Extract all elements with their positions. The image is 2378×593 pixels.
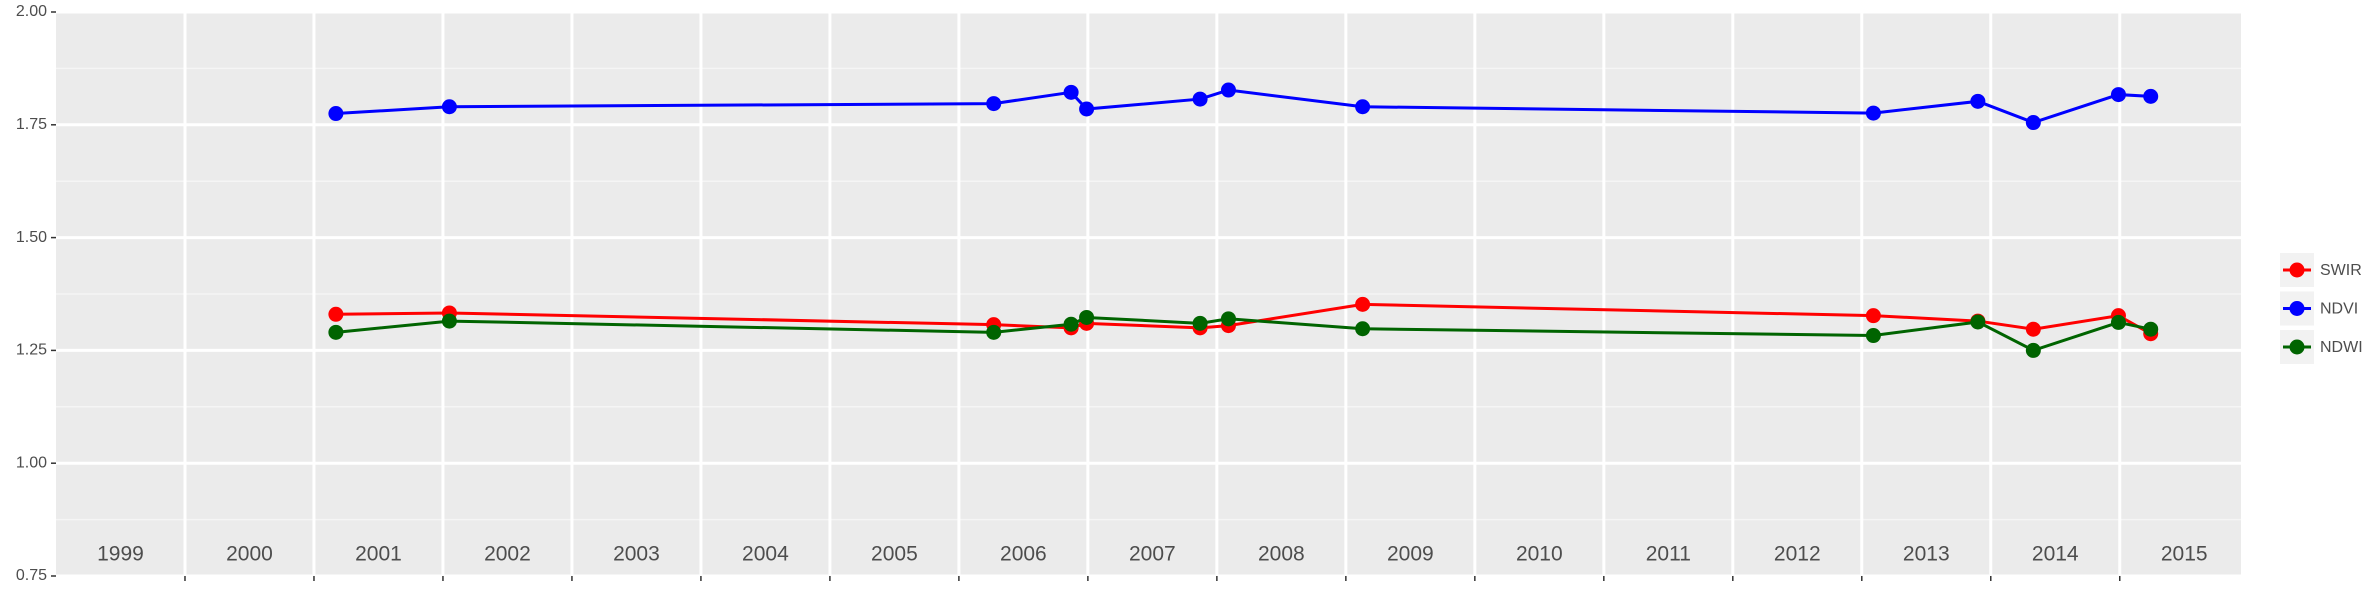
y-tick-label: 1.75 [16, 116, 47, 133]
data-point [986, 324, 1002, 340]
year-label: 2011 [1646, 543, 1691, 566]
legend-label: SWIR [2320, 262, 2362, 279]
legend-label: NDWI [2320, 339, 2363, 356]
data-point [1220, 311, 1236, 327]
data-point [1865, 308, 1881, 324]
data-point [1355, 296, 1371, 312]
legend-dot [2289, 301, 2305, 316]
legend-dot [2289, 339, 2305, 355]
data-point [1079, 101, 1095, 117]
y-tick-label: 1.50 [16, 229, 47, 246]
data-point [1970, 93, 1986, 109]
data-point [2025, 321, 2041, 337]
year-label: 2014 [2032, 543, 2079, 566]
year-label: 2010 [1516, 543, 1563, 566]
year-label: 2006 [1000, 543, 1047, 566]
data-point [1865, 328, 1881, 344]
data-point [1192, 91, 1208, 107]
year-label: 2003 [613, 543, 660, 566]
y-tick-label: 1.25 [16, 342, 47, 359]
year-label: 2002 [484, 543, 531, 566]
data-point [1063, 316, 1079, 332]
year-label: 2013 [1903, 543, 1950, 566]
legend-dot [2289, 262, 2305, 278]
year-label: 2008 [1258, 543, 1305, 566]
year-label: 1999 [97, 543, 144, 566]
data-point [441, 99, 457, 115]
y-tick-label: 2.00 [16, 3, 47, 20]
year-label: 2005 [871, 543, 918, 566]
data-point [1192, 315, 1208, 331]
data-point [2143, 321, 2159, 337]
data-point [2110, 314, 2126, 330]
y-tick-label: 0.75 [16, 567, 47, 584]
data-point [1063, 84, 1079, 100]
year-label: 2012 [1774, 543, 1821, 566]
data-point [1355, 99, 1371, 115]
data-point [2143, 88, 2159, 104]
year-label: 2004 [742, 543, 789, 566]
data-point [2110, 87, 2126, 103]
data-point [328, 324, 344, 340]
data-point [986, 96, 1002, 112]
data-point [2025, 342, 2041, 358]
data-point [441, 313, 457, 329]
data-point [1970, 314, 1986, 330]
y-tick-label: 1.00 [16, 454, 47, 471]
year-label: 2015 [2161, 543, 2208, 566]
data-point [2025, 115, 2041, 131]
data-point [328, 306, 344, 322]
year-label: 2007 [1129, 543, 1176, 566]
data-point [1355, 321, 1371, 337]
data-point [1079, 309, 1095, 325]
legend-label: NDVI [2320, 301, 2358, 318]
year-label: 2000 [226, 543, 273, 566]
data-point [328, 106, 344, 122]
year-label: 2001 [355, 543, 402, 566]
data-point [1865, 105, 1881, 121]
year-label: 2009 [1387, 543, 1434, 566]
data-point [1220, 82, 1236, 98]
